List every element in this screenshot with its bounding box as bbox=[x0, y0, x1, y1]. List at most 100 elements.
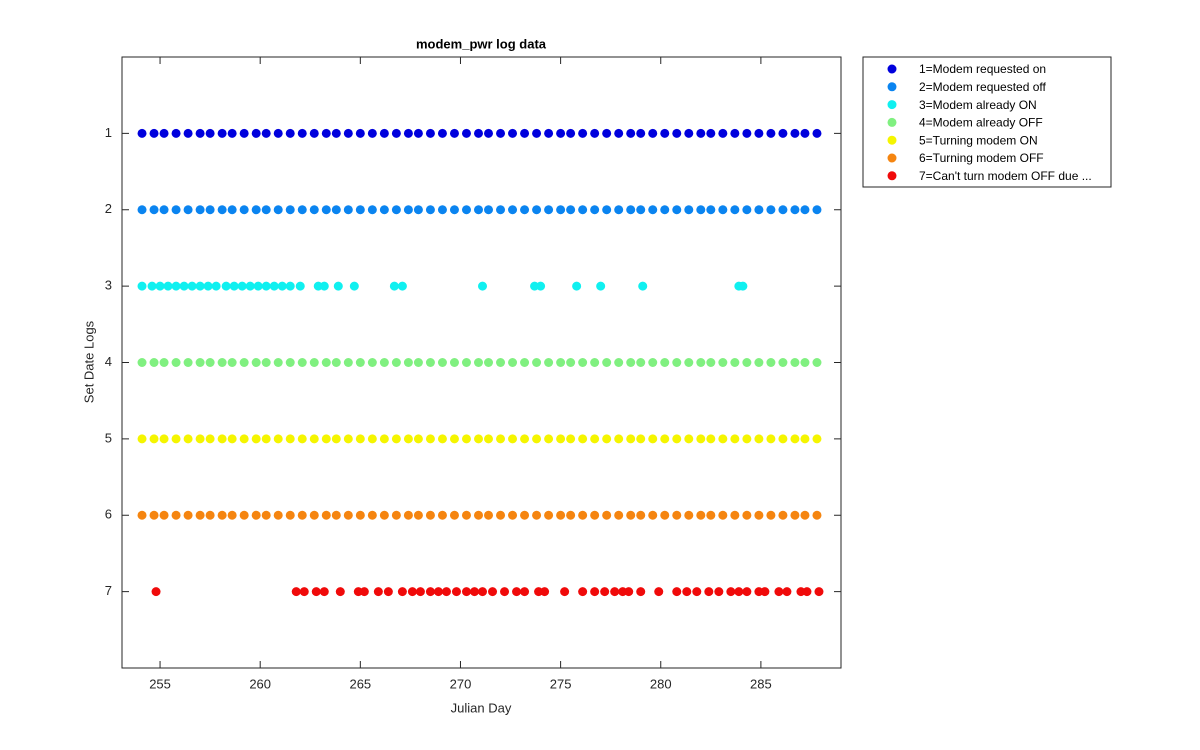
point bbox=[205, 128, 215, 138]
legend-marker bbox=[887, 171, 897, 181]
point bbox=[566, 205, 576, 215]
point bbox=[684, 128, 694, 138]
point bbox=[147, 281, 157, 291]
point bbox=[790, 510, 800, 520]
point bbox=[239, 205, 249, 215]
point bbox=[754, 205, 764, 215]
point bbox=[800, 434, 810, 444]
point bbox=[359, 587, 369, 597]
point bbox=[253, 281, 263, 291]
point bbox=[660, 358, 670, 367]
point bbox=[556, 128, 566, 138]
point bbox=[195, 205, 205, 215]
point bbox=[195, 128, 205, 138]
point bbox=[397, 587, 407, 597]
point bbox=[273, 510, 283, 520]
point bbox=[812, 205, 822, 215]
point bbox=[343, 510, 353, 520]
point bbox=[309, 128, 319, 138]
point bbox=[556, 358, 566, 367]
point bbox=[684, 434, 694, 444]
point bbox=[692, 587, 702, 597]
point bbox=[532, 434, 542, 444]
point bbox=[311, 587, 321, 597]
point bbox=[626, 358, 636, 367]
point bbox=[626, 205, 636, 215]
point bbox=[273, 205, 283, 215]
x-tick-label: 255 bbox=[149, 676, 171, 691]
point bbox=[297, 434, 307, 444]
point bbox=[203, 281, 213, 291]
point bbox=[137, 281, 147, 291]
point bbox=[684, 205, 694, 215]
point bbox=[319, 587, 329, 597]
point bbox=[343, 205, 353, 215]
point bbox=[343, 434, 353, 444]
point bbox=[379, 510, 389, 520]
point bbox=[333, 281, 343, 291]
point bbox=[137, 434, 147, 444]
point bbox=[660, 434, 670, 444]
point bbox=[159, 358, 169, 367]
point bbox=[566, 510, 576, 520]
point bbox=[297, 205, 307, 215]
point bbox=[520, 128, 530, 138]
point bbox=[706, 128, 716, 138]
point bbox=[648, 128, 658, 138]
point bbox=[309, 434, 319, 444]
point bbox=[391, 205, 401, 215]
point bbox=[451, 587, 461, 597]
point bbox=[660, 128, 670, 138]
point bbox=[285, 128, 295, 138]
point bbox=[520, 587, 530, 597]
point bbox=[766, 510, 776, 520]
point bbox=[389, 281, 399, 291]
point bbox=[590, 358, 600, 367]
point bbox=[696, 434, 706, 444]
point bbox=[556, 510, 566, 520]
point bbox=[171, 205, 181, 215]
point bbox=[578, 205, 588, 215]
point bbox=[321, 510, 331, 520]
point bbox=[778, 205, 788, 215]
point bbox=[407, 587, 417, 597]
point bbox=[532, 510, 542, 520]
point bbox=[590, 128, 600, 138]
point bbox=[367, 510, 377, 520]
x-tick-label: 265 bbox=[349, 676, 371, 691]
point bbox=[738, 281, 748, 291]
point bbox=[187, 281, 197, 291]
point bbox=[512, 587, 522, 597]
point bbox=[636, 434, 646, 444]
point bbox=[355, 128, 365, 138]
point bbox=[742, 434, 752, 444]
x-tick-label: 275 bbox=[550, 676, 572, 691]
point bbox=[261, 510, 271, 520]
point bbox=[730, 434, 740, 444]
point bbox=[706, 358, 716, 367]
point bbox=[171, 281, 181, 291]
point bbox=[403, 510, 413, 520]
point bbox=[403, 128, 413, 138]
point bbox=[217, 358, 227, 367]
point bbox=[672, 358, 682, 367]
point bbox=[461, 510, 471, 520]
point bbox=[391, 128, 401, 138]
point bbox=[425, 128, 435, 138]
point bbox=[227, 128, 237, 138]
point bbox=[239, 128, 249, 138]
point bbox=[373, 587, 383, 597]
point bbox=[413, 358, 423, 367]
point bbox=[614, 434, 624, 444]
point bbox=[437, 205, 447, 215]
point bbox=[159, 510, 169, 520]
point bbox=[437, 358, 447, 367]
point bbox=[221, 281, 231, 291]
point bbox=[654, 587, 664, 597]
y-tick-label: 2 bbox=[105, 201, 112, 216]
point bbox=[251, 434, 261, 444]
point bbox=[437, 128, 447, 138]
point bbox=[425, 587, 435, 597]
point bbox=[331, 434, 341, 444]
point bbox=[149, 510, 159, 520]
